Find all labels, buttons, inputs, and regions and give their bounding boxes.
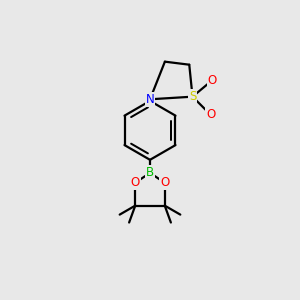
Text: O: O: [160, 176, 169, 189]
Text: O: O: [208, 74, 217, 87]
Text: N: N: [146, 93, 154, 106]
Text: S: S: [189, 90, 196, 103]
Text: O: O: [206, 108, 215, 121]
Text: O: O: [131, 176, 140, 189]
Text: B: B: [146, 167, 154, 179]
